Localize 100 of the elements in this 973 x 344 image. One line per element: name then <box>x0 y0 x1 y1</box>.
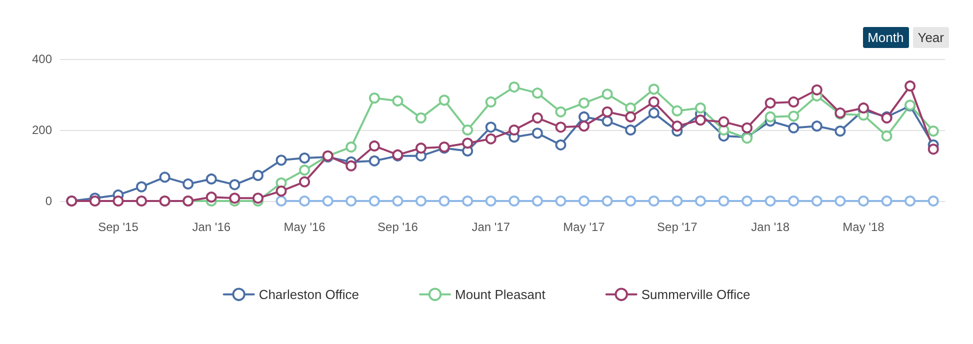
point <box>578 196 590 206</box>
point <box>578 111 590 122</box>
y-tick-label: 400 <box>32 52 52 66</box>
point <box>625 111 636 122</box>
point <box>625 196 636 206</box>
point <box>508 196 520 206</box>
point <box>368 92 380 104</box>
point <box>322 196 334 206</box>
point <box>276 154 287 166</box>
point <box>672 196 683 206</box>
point <box>694 114 706 126</box>
point <box>112 196 124 206</box>
point <box>136 196 148 206</box>
point <box>811 120 822 132</box>
y-tick-label: 0 <box>45 194 52 208</box>
point <box>648 196 660 206</box>
point <box>392 95 404 106</box>
point <box>368 140 380 152</box>
point <box>602 88 613 100</box>
x-tick-label: Sep '15 <box>98 220 139 234</box>
point <box>392 196 404 206</box>
point <box>834 126 846 137</box>
x-tick-label: Jan '18 <box>751 220 790 234</box>
point <box>299 164 310 176</box>
x-tick-label: Jan '16 <box>192 220 231 234</box>
legend-label: Summerville Office <box>641 286 750 302</box>
point <box>764 196 776 206</box>
point <box>532 128 543 139</box>
point <box>508 124 520 136</box>
point <box>648 107 660 118</box>
point <box>764 111 776 122</box>
point <box>858 102 869 114</box>
y-tick-label: 200 <box>32 123 52 137</box>
point <box>602 106 613 118</box>
point <box>346 160 357 172</box>
point <box>648 96 660 108</box>
point <box>648 84 660 95</box>
point <box>206 173 217 184</box>
point <box>438 94 450 106</box>
point <box>928 196 939 206</box>
point <box>834 196 846 206</box>
point <box>904 196 916 206</box>
legend-label: Mount Pleasant <box>455 286 546 302</box>
point <box>462 138 474 149</box>
point <box>928 144 939 155</box>
toggle-button: Month <box>862 27 909 48</box>
point <box>415 196 426 206</box>
x-tick-label: May '17 <box>563 220 606 234</box>
point <box>788 196 800 206</box>
point <box>346 142 357 153</box>
point <box>229 192 240 204</box>
point <box>276 196 287 206</box>
point <box>89 196 100 206</box>
point <box>346 196 357 206</box>
point <box>532 196 543 206</box>
point <box>881 130 892 142</box>
point <box>532 112 543 124</box>
point <box>625 124 636 136</box>
point <box>602 196 613 206</box>
toggle-button: Year <box>912 27 949 48</box>
point <box>368 155 380 166</box>
point <box>555 139 566 150</box>
point <box>811 196 822 206</box>
point <box>182 178 194 190</box>
point <box>555 196 566 206</box>
point <box>672 105 683 116</box>
point <box>299 152 310 164</box>
point <box>742 122 753 134</box>
point <box>811 84 822 96</box>
point <box>578 98 590 109</box>
point <box>694 196 706 206</box>
point <box>485 133 496 144</box>
point <box>858 196 869 206</box>
point <box>602 116 613 127</box>
point <box>299 176 310 188</box>
point <box>718 116 730 128</box>
point <box>462 196 474 206</box>
point <box>881 196 892 206</box>
x-tick-label: Sep '17 <box>657 220 698 234</box>
point <box>555 106 566 118</box>
point <box>742 196 753 206</box>
point <box>578 120 590 132</box>
point <box>788 122 800 134</box>
point <box>252 192 264 204</box>
point <box>532 88 543 99</box>
point <box>462 124 474 136</box>
point <box>438 196 450 206</box>
point <box>415 142 426 154</box>
point <box>672 120 683 132</box>
point <box>252 170 264 181</box>
point <box>159 172 170 183</box>
point <box>904 80 916 92</box>
point <box>415 112 426 124</box>
point <box>276 186 287 197</box>
point <box>485 96 496 108</box>
x-tick-label: Jan '17 <box>472 220 510 234</box>
x-tick-label: May '16 <box>284 220 326 234</box>
point <box>764 98 776 109</box>
point <box>299 196 310 206</box>
point <box>625 102 636 114</box>
